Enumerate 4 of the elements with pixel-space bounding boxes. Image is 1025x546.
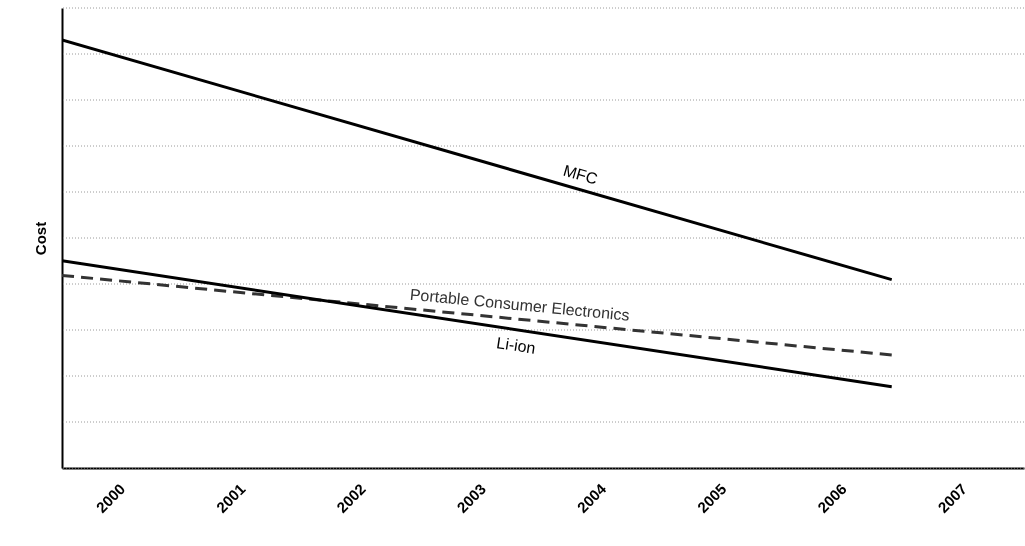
text: MFC [561, 161, 600, 188]
text: Li-ion [495, 334, 537, 357]
text: Portable Consumer Electronics [409, 285, 631, 324]
y-axis-title: Cost [31, 221, 49, 256]
